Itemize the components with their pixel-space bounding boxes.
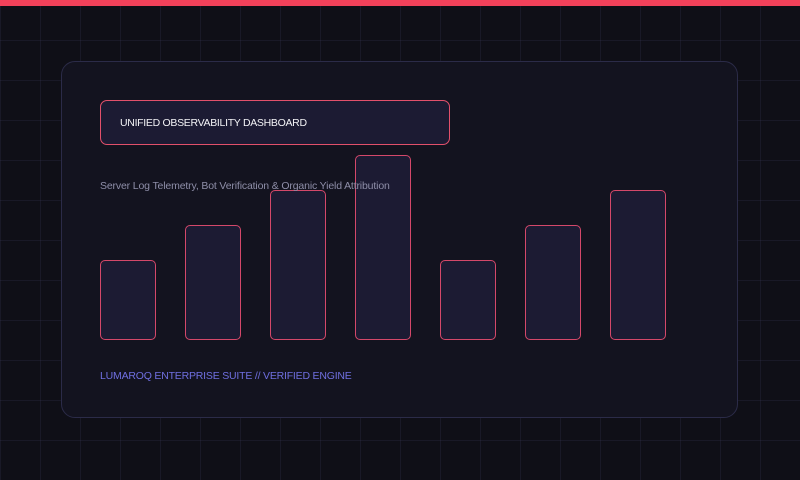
page-subtitle: Server Log Telemetry, Bot Verification &… — [100, 180, 390, 192]
top-accent-bar — [0, 0, 800, 6]
bar-column — [185, 225, 241, 340]
bar-column — [525, 225, 581, 340]
title-banner: UNIFIED OBSERVABILITY DASHBOARD — [100, 100, 450, 145]
bar-column — [440, 260, 496, 340]
bar-column — [355, 155, 411, 340]
bar-column — [100, 260, 156, 340]
bar-column — [610, 190, 666, 340]
footer-brand-text: LUMAROQ ENTERPRISE SUITE // VERIFIED ENG… — [100, 370, 352, 382]
page-title: UNIFIED OBSERVABILITY DASHBOARD — [120, 116, 307, 129]
bar-column — [270, 190, 326, 340]
